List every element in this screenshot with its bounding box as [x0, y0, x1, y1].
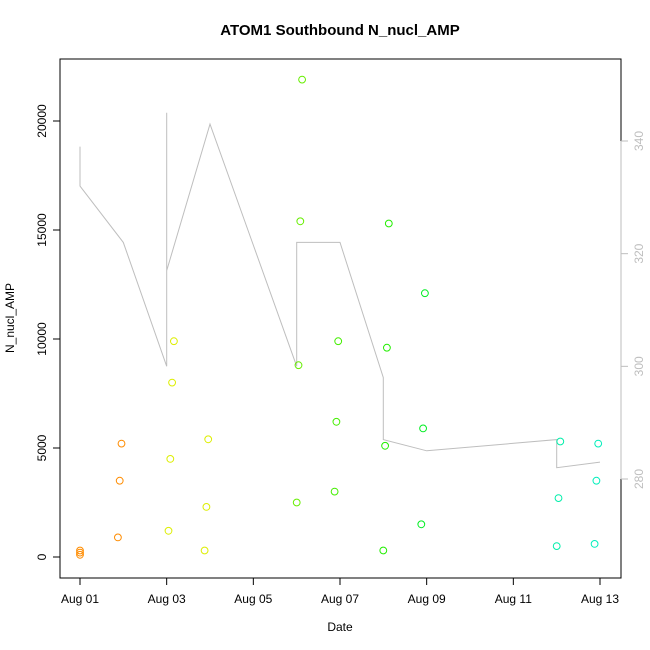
x-tick-label: Aug 13	[581, 592, 619, 606]
data-point	[76, 550, 84, 559]
plot-frame	[59, 58, 622, 579]
data-point	[204, 435, 213, 444]
data-point	[76, 546, 84, 555]
x-axis: Aug 01 Aug 03 Aug 05 Aug 07 Aug 09 Aug 11 Aug …	[61, 577, 619, 606]
y-axis: 0 5000 10000 15000 20000	[35, 104, 61, 560]
x-tick-label: Aug 05	[234, 592, 272, 606]
y2-axis: 280 300 320 340	[620, 131, 646, 489]
data-point	[202, 503, 211, 511]
data-point	[554, 494, 563, 503]
data-point	[594, 439, 603, 448]
data-point	[330, 487, 339, 496]
data-point	[115, 476, 124, 485]
x-tick-label: Aug 07	[321, 592, 359, 606]
data-point	[76, 548, 84, 557]
data-point	[379, 546, 388, 555]
data-point	[164, 526, 173, 535]
data-point	[166, 455, 175, 463]
data-point	[381, 441, 390, 450]
data-point	[552, 542, 561, 550]
data-point	[294, 361, 303, 370]
data-point	[200, 546, 209, 555]
y2-series-line	[79, 112, 601, 469]
data-point	[170, 337, 178, 346]
data-point	[292, 498, 301, 507]
data-point	[556, 437, 565, 446]
y-tick-label: 5000	[35, 434, 49, 461]
data-point	[417, 520, 426, 529]
y-tick-label: 20000	[35, 104, 49, 138]
y-tick-label: 15000	[35, 213, 49, 247]
y2-line-layer	[79, 112, 601, 469]
scatter-layer	[76, 75, 603, 559]
data-point	[592, 476, 601, 485]
y-tick-label: 0	[35, 553, 49, 560]
data-point	[332, 417, 341, 426]
data-point	[384, 219, 393, 228]
x-tick-label: Aug 09	[408, 592, 446, 606]
data-point	[421, 289, 429, 298]
x-tick-label: Aug 11	[495, 592, 532, 606]
data-point	[168, 378, 177, 387]
chart-title: ATOM1 Southbound N_nucl_AMP	[220, 22, 459, 39]
y2-tick-label: 280	[632, 469, 646, 489]
y2-tick-label: 340	[632, 131, 646, 151]
data-point	[114, 533, 122, 542]
data-point	[298, 75, 307, 84]
data-point	[296, 217, 305, 226]
y2-tick-label: 300	[632, 356, 646, 376]
data-point	[590, 540, 599, 548]
data-point	[117, 439, 126, 448]
y-axis-label: N_nucl_AMP	[3, 283, 17, 353]
data-point	[383, 343, 391, 352]
data-point	[419, 424, 428, 433]
y2-tick-label: 320	[632, 243, 646, 263]
y-tick-label: 10000	[35, 322, 49, 356]
data-point	[334, 337, 343, 346]
x-tick-label: Aug 01	[61, 592, 99, 606]
x-axis-label: Date	[327, 620, 353, 634]
x-tick-label: Aug 03	[148, 592, 186, 606]
